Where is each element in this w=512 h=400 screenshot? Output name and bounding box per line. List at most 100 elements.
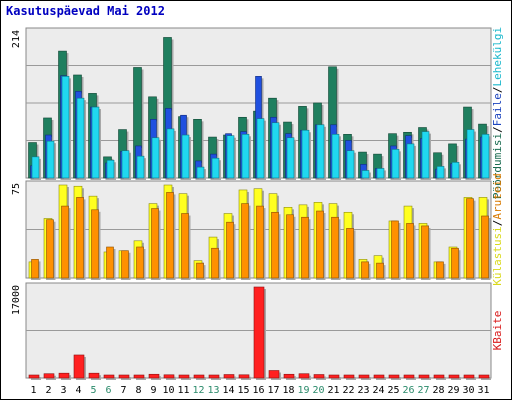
panel-top-legend: Pöördumisi/Faile/Lehekülgi	[491, 27, 504, 199]
bar-KBaite-6	[103, 374, 115, 379]
bar-Lehekülgi-6	[106, 159, 115, 179]
bar-Lehekülgi-8	[136, 155, 145, 179]
x-tick-label: 18	[282, 385, 294, 396]
x-tick-label: 16	[252, 385, 264, 396]
x-tick-label: 1	[30, 385, 36, 396]
x-tick-label: 28	[432, 385, 444, 396]
legend-entry: Faile	[491, 93, 504, 126]
bar-KBaite-15	[238, 374, 250, 379]
bar-KBaite-27-shadow	[421, 377, 431, 380]
bar-Lehekülgi-27	[421, 131, 430, 179]
bar-Aruteid-23	[361, 261, 369, 279]
x-tick-label: 11	[177, 385, 189, 396]
bar-Lehekülgi-15	[241, 134, 250, 179]
bar-KBaite-3	[58, 372, 70, 379]
bar-KBaite-5	[88, 372, 100, 379]
bar-KBaite-11	[178, 374, 190, 379]
x-tick-label: 23	[357, 385, 369, 396]
legend-entry: /	[491, 126, 504, 133]
legend-entry: Pöördumisi	[491, 133, 504, 199]
x-tick-label: 9	[150, 385, 156, 396]
bar-Aruteid-26	[406, 223, 414, 279]
x-tick-label: 25	[387, 385, 399, 396]
bar-Lehekülgi-30	[466, 129, 475, 179]
bar-KBaite-8-shadow	[136, 377, 146, 380]
bar-Aruteid-19	[301, 216, 309, 279]
bar-Lehekülgi-10	[166, 128, 175, 179]
x-tick-label: 3	[60, 385, 66, 396]
bar-Lehekülgi-3	[61, 76, 70, 179]
x-tick-label: 8	[135, 385, 141, 396]
bar-Aruteid-20	[316, 210, 324, 279]
bar-Lehekülgi-20	[316, 124, 325, 179]
bar-Lehekülgi-17	[271, 122, 280, 179]
x-tick-label: 2	[45, 385, 51, 396]
panel-bottom-legend: KBaite	[491, 311, 504, 351]
bar-Aruteid-13	[211, 247, 219, 279]
bar-KBaite-6-shadow	[106, 377, 116, 380]
bar-Aruteid-12	[196, 262, 204, 279]
panel-middle-max-label: 75	[11, 183, 22, 195]
legend-entry: Lehekülgi	[491, 27, 504, 87]
bar-KBaite-7	[118, 374, 130, 379]
bar-Lehekülgi-22	[346, 150, 355, 179]
bar-Lehekülgi-31	[481, 134, 490, 179]
bar-Aruteid-27	[421, 225, 429, 279]
bar-KBaite-10	[163, 374, 175, 379]
legend-entry: Külastusi	[491, 226, 504, 286]
bar-Aruteid-30	[466, 198, 474, 279]
bar-KBaite-28	[433, 374, 445, 379]
x-tick-label: 27	[417, 385, 429, 396]
bar-KBaite-16	[253, 286, 265, 379]
bar-Aruteid-1	[31, 259, 39, 279]
bar-Lehekülgi-18	[286, 137, 295, 179]
bar-Lehekülgi-26	[406, 143, 415, 179]
bar-Lehekülgi-7	[121, 150, 130, 179]
bar-Aruteid-17	[271, 211, 279, 279]
bar-Lehekülgi-5	[91, 106, 100, 179]
bar-Lehekülgi-11	[181, 134, 190, 179]
bar-KBaite-1-shadow	[31, 377, 41, 380]
bar-KBaite-24	[373, 374, 385, 379]
bar-KBaite-13-shadow	[211, 377, 221, 380]
x-tick-label: 7	[120, 385, 126, 396]
bar-KBaite-26	[403, 374, 415, 379]
bar-KBaite-11-shadow	[181, 377, 191, 380]
panel-bottom-max-label: 17000	[11, 285, 22, 315]
legend-entry: /	[491, 220, 504, 227]
legend-entry: Aruteid	[491, 173, 504, 219]
x-tick-label: 10	[162, 385, 174, 396]
bar-Aruteid-18	[286, 214, 294, 279]
bar-KBaite-2	[43, 373, 55, 379]
x-tick-label: 22	[342, 385, 354, 396]
bar-KBaite-25-shadow	[391, 377, 401, 380]
bar-KBaite-31-shadow	[481, 377, 491, 380]
bar-KBaite-25	[388, 374, 400, 379]
bar-KBaite-10-shadow	[166, 376, 176, 380]
legend-entry: KBaite	[491, 311, 504, 351]
bar-KBaite-30	[463, 374, 475, 379]
bar-Aruteid-31	[481, 215, 489, 279]
bar-Aruteid-8	[136, 246, 144, 279]
bar-Lehekülgi-16	[256, 118, 265, 179]
x-tick-label: 19	[297, 385, 309, 396]
bar-Aruteid-6	[106, 246, 114, 279]
bar-Aruteid-4	[76, 197, 84, 279]
bar-Aruteid-29	[451, 247, 459, 279]
bar-Aruteid-25	[391, 220, 399, 279]
bar-KBaite-22	[343, 374, 355, 379]
bar-KBaite-14	[223, 374, 235, 379]
x-tick-label: 15	[237, 385, 249, 396]
x-tick-label: 12	[192, 385, 204, 396]
bar-Aruteid-15	[241, 203, 249, 279]
bar-KBaite-12	[193, 374, 205, 379]
bar-Lehekülgi-1	[31, 156, 40, 179]
x-tick-label: 20	[312, 385, 324, 396]
x-tick-label: 14	[222, 385, 234, 396]
bar-KBaite-1	[28, 374, 40, 379]
bar-KBaite-29-shadow	[451, 377, 461, 380]
bar-KBaite-17	[268, 370, 280, 379]
x-tick-label: 17	[267, 385, 279, 396]
bar-KBaite-31	[478, 374, 490, 379]
